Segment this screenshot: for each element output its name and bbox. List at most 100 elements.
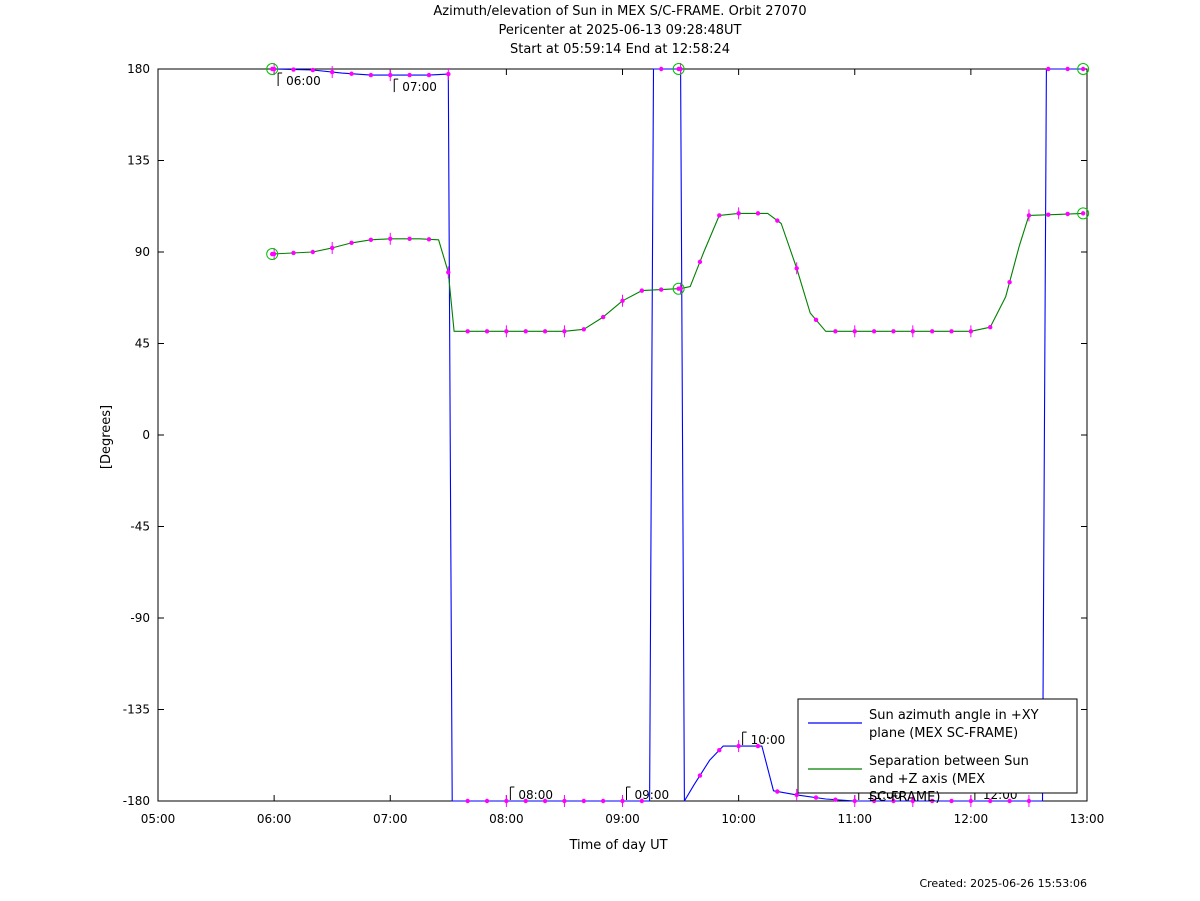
data-point	[269, 66, 275, 72]
data-point	[1046, 66, 1051, 72]
data-point	[542, 329, 548, 334]
event-marker	[266, 248, 279, 261]
x-tick-label: 11:00	[837, 812, 872, 826]
legend-label: Separation between Sun and +Z axis (MEX SC…	[869, 754, 1029, 805]
data-point	[988, 325, 993, 330]
y-tick-label: 90	[135, 245, 150, 259]
axes-layer: 05:00 06:00 07:00 08:00 09:00 10:00 11:00 12:00…	[99, 62, 1104, 853]
data-point	[676, 286, 681, 291]
data-point	[368, 72, 374, 78]
data-point	[310, 249, 316, 255]
data-point	[639, 288, 645, 293]
data-point	[871, 329, 877, 334]
data-point	[891, 798, 896, 804]
data-point	[1080, 66, 1086, 72]
created-timestamp: Created: 2025-06-26 15:53:06	[919, 877, 1087, 890]
data-point	[929, 329, 935, 334]
data-point	[600, 314, 606, 320]
chart-title-line-1: Azimuth/elevation of Sun in MEX S/C-FRAM…	[433, 4, 807, 19]
x-tick-label: 10:00	[721, 812, 756, 826]
x-tick-label: 07:00	[373, 812, 408, 826]
chart-title-line-2: Pericenter at 2025-06-13 09:28:48UT	[498, 23, 742, 38]
series-line-azimuth	[272, 68, 1084, 802]
x-tick-label: 12:00	[954, 812, 989, 826]
x-tick-label: 05:00	[141, 812, 176, 826]
data-point	[929, 798, 935, 804]
event-marker	[1077, 63, 1090, 75]
data-point	[407, 72, 412, 78]
markers-layer	[266, 63, 1090, 807]
x-tick-label: 13:00	[1070, 812, 1105, 826]
data-point	[659, 287, 664, 292]
data-point	[523, 798, 528, 804]
data-point	[949, 329, 954, 334]
y-tick-label: 45	[135, 337, 150, 351]
event-marker	[672, 282, 685, 295]
data-point	[775, 789, 780, 794]
data-point	[1080, 211, 1086, 216]
data-point	[871, 798, 877, 804]
data-point	[368, 237, 374, 242]
y-axis-label: [Degrees]	[99, 405, 114, 469]
time-marker-label: 07:00	[402, 80, 437, 94]
data-point	[349, 71, 354, 76]
legend-label: Sun azimuth angle in +XY plane (MEX SC-FR…	[869, 708, 1039, 741]
data-point	[523, 329, 528, 334]
x-tick-label: 08:00	[489, 812, 524, 826]
y-tick-label: -90	[130, 611, 150, 625]
data-point	[755, 743, 761, 749]
series-line-separation	[272, 212, 1084, 332]
y-tick-label: 180	[127, 62, 150, 76]
data-point	[269, 251, 275, 257]
time-marker-label: 08:00	[518, 788, 553, 802]
data-point	[676, 66, 681, 72]
x-tick-label: 06:00	[257, 812, 292, 826]
data-point	[755, 211, 761, 216]
data-point	[697, 773, 703, 778]
data-point	[717, 213, 722, 218]
data-point	[1065, 66, 1070, 72]
data-point	[407, 236, 412, 241]
data-point	[426, 72, 432, 78]
time-marker-label: 10:00	[751, 733, 786, 747]
data-point	[1007, 798, 1012, 804]
event-marker	[672, 63, 685, 75]
x-axis-label: Time of day UT	[568, 838, 667, 853]
data-point	[581, 327, 586, 332]
data-point	[426, 237, 432, 242]
y-tick-label: -180	[123, 794, 150, 808]
data-point	[717, 747, 722, 753]
data-point	[813, 317, 819, 323]
data-point	[1065, 211, 1070, 217]
data-point	[310, 67, 316, 73]
data-point	[465, 798, 470, 804]
data-point	[484, 329, 490, 334]
data-point	[1007, 280, 1012, 285]
series-layer	[272, 68, 1084, 802]
y-tick-label: 135	[127, 154, 150, 168]
legend-box	[797, 698, 1078, 794]
event-marker	[1077, 207, 1090, 220]
y-tick-label: -45	[130, 520, 150, 534]
data-point	[349, 240, 354, 246]
y-tick-label: -135	[123, 703, 150, 717]
data-point	[484, 798, 490, 804]
data-point	[291, 67, 296, 72]
data-point	[542, 798, 548, 804]
data-point	[697, 259, 703, 265]
event-marker	[266, 63, 279, 75]
data-point	[891, 329, 896, 334]
data-point	[581, 798, 586, 804]
chart-title-line-3: Start at 05:59:14 End at 12:58:24	[509, 42, 731, 57]
data-point	[600, 798, 606, 804]
data-point	[639, 798, 645, 804]
x-tick-label: 09:00	[605, 812, 640, 826]
data-point	[291, 250, 296, 256]
plot-frame	[157, 68, 1088, 802]
data-point	[949, 798, 954, 804]
data-point	[833, 797, 838, 802]
data-point	[1046, 212, 1051, 217]
y-tick-label: 0	[142, 428, 150, 442]
